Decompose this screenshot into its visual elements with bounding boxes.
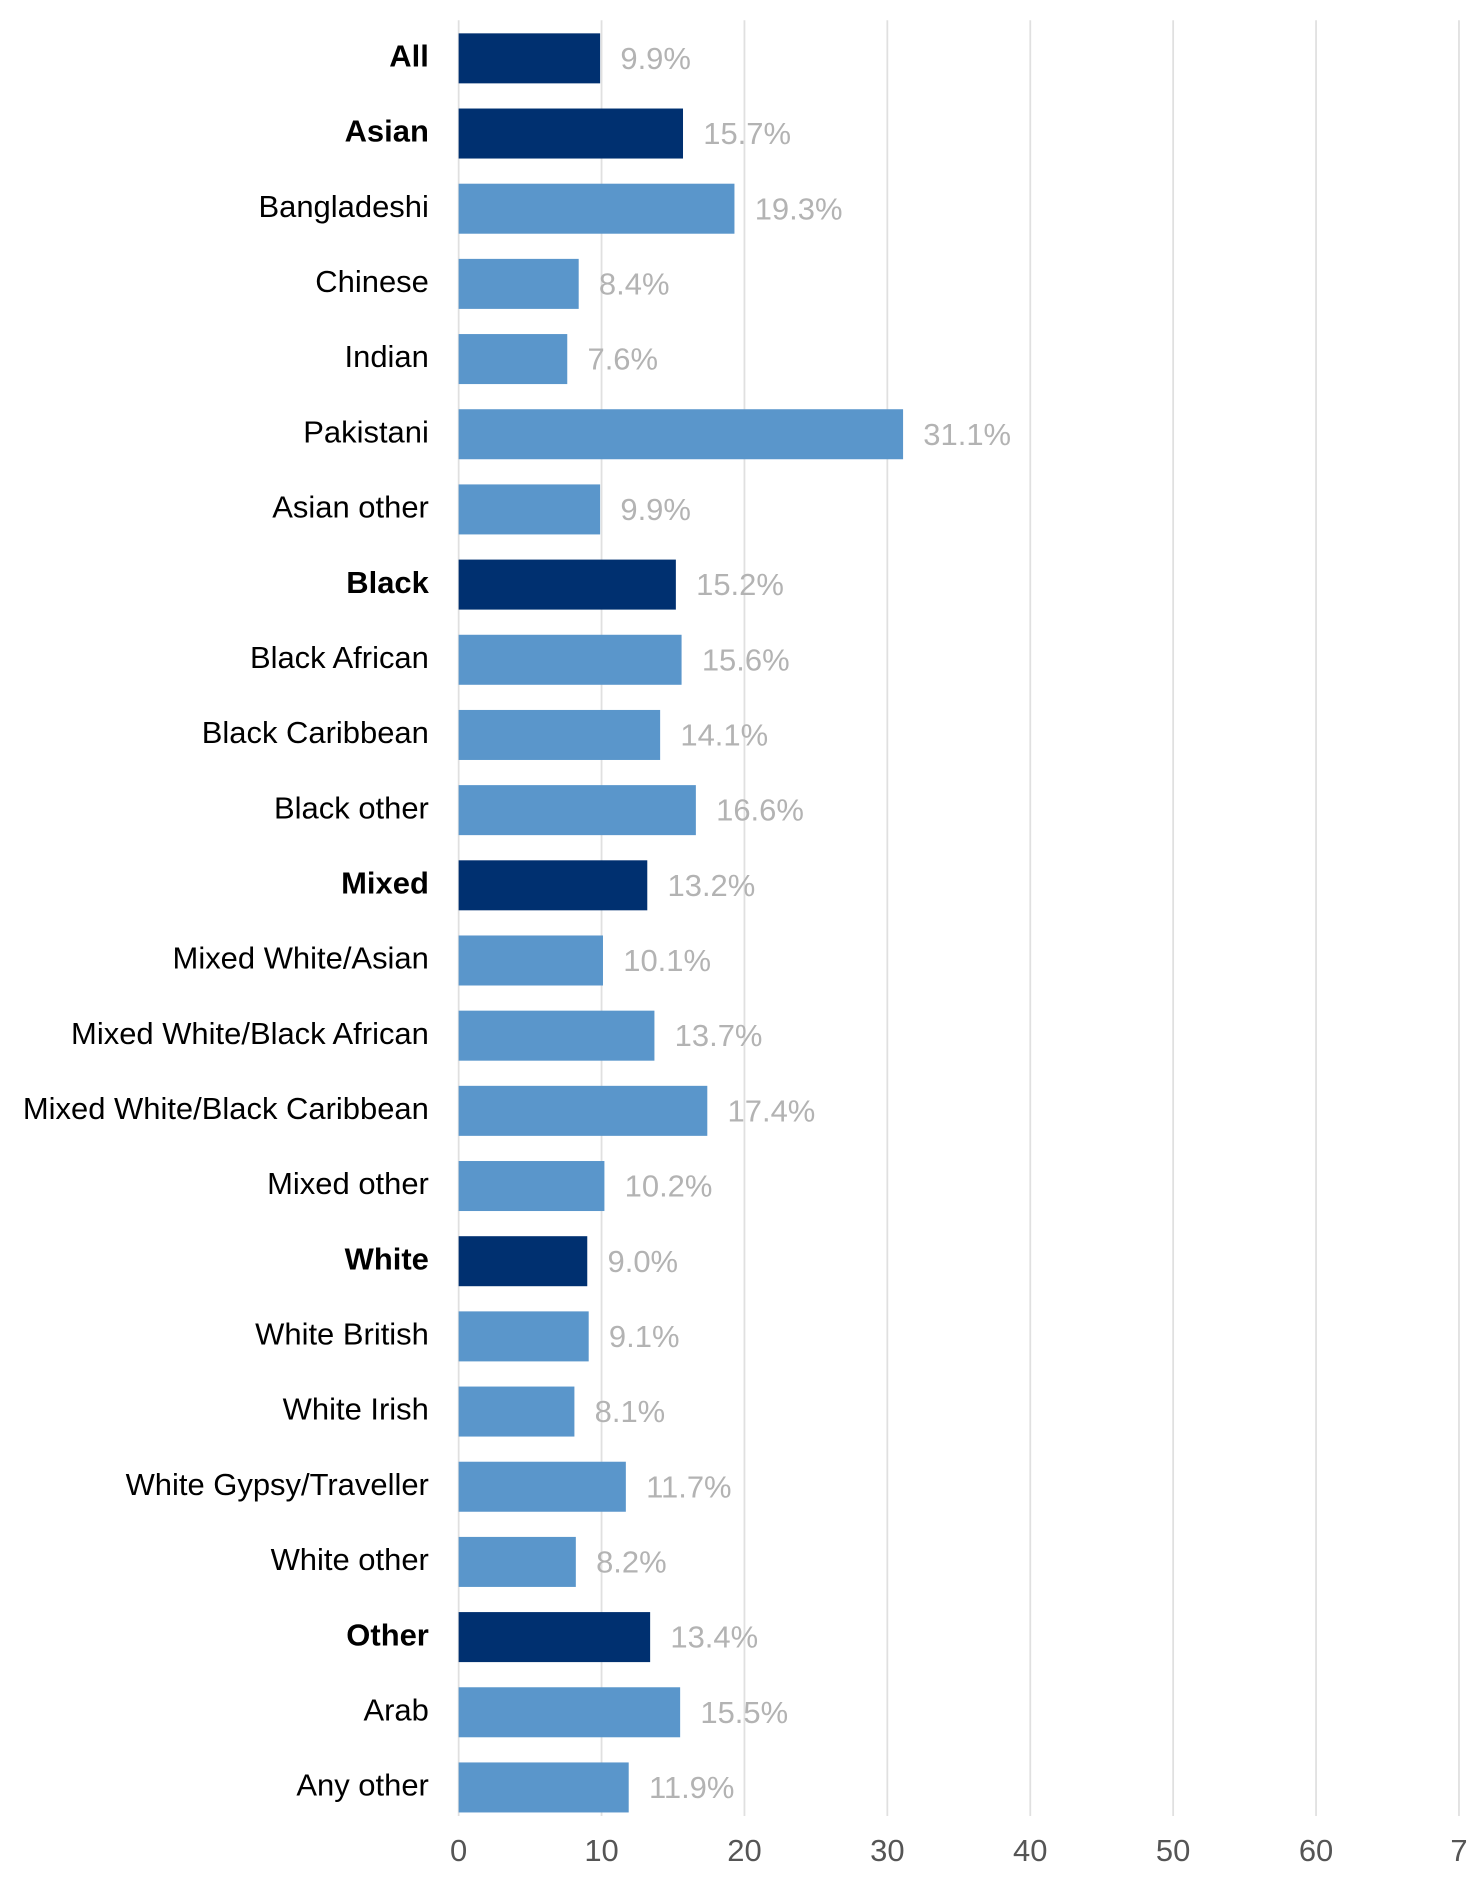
value-label: 13.7% (675, 1018, 763, 1053)
bar (458, 409, 904, 460)
value-label: 8.1% (595, 1394, 666, 1429)
value-label: 10.2% (625, 1169, 713, 1204)
x-tick-label: 50 (1156, 1833, 1190, 1868)
category-label: Bangladeshi (258, 189, 428, 224)
value-label: 7.6% (588, 342, 659, 377)
value-label: 11.7% (646, 1469, 731, 1504)
x-tick-label: 20 (727, 1833, 761, 1868)
category-label: Asian other (272, 490, 429, 525)
bar (458, 1161, 605, 1212)
value-label: 15.6% (702, 642, 790, 677)
category-label: White Gypsy/Traveller (126, 1467, 429, 1502)
category-label: Black (346, 565, 429, 600)
category-label: All (389, 39, 429, 74)
value-label: 17.4% (728, 1093, 816, 1128)
bar (458, 1536, 576, 1587)
value-label: 9.9% (620, 41, 691, 76)
value-label: 9.1% (609, 1319, 680, 1354)
bar (458, 785, 696, 836)
category-label: Black Caribbean (202, 715, 429, 750)
x-tick-label: 7 (1450, 1833, 1467, 1868)
value-label: 15.5% (700, 1695, 788, 1730)
value-label: 31.1% (923, 417, 1011, 452)
value-label: 11.9% (649, 1770, 734, 1805)
x-tick-label: 30 (870, 1833, 904, 1868)
category-label: Arab (363, 1692, 428, 1727)
value-label: 13.2% (668, 868, 756, 903)
category-label: Mixed White/Black African (71, 1016, 429, 1051)
bar (458, 935, 603, 986)
bar (458, 484, 601, 535)
value-label: 9.0% (608, 1244, 679, 1279)
bar (458, 1311, 589, 1362)
category-label: White British (255, 1317, 429, 1352)
bar (458, 1085, 708, 1136)
bar (458, 709, 661, 760)
value-label: 8.4% (599, 266, 670, 301)
x-tick-label: 0 (450, 1833, 467, 1868)
value-label: 16.6% (716, 793, 804, 828)
category-label: Mixed White/Asian (173, 941, 429, 976)
x-tick-label: 60 (1299, 1833, 1333, 1868)
value-label: 10.1% (623, 943, 711, 978)
bar (458, 33, 601, 84)
category-label: White (345, 1241, 429, 1276)
value-label: 19.3% (755, 191, 843, 226)
category-label: Mixed other (267, 1166, 429, 1201)
category-label: Black African (250, 640, 429, 675)
category-label: White Irish (283, 1392, 429, 1427)
value-label: 14.1% (680, 718, 768, 753)
bar (458, 1612, 651, 1663)
category-label: Mixed White/Black Caribbean (23, 1091, 429, 1126)
bar (458, 1236, 588, 1287)
bar (458, 258, 579, 309)
bar (458, 860, 648, 911)
value-label: 9.9% (620, 492, 691, 527)
bar (458, 559, 676, 610)
bar (458, 108, 684, 159)
category-label: Chinese (315, 264, 429, 299)
category-label: Any other (296, 1768, 429, 1803)
category-label: Pakistani (303, 414, 429, 449)
value-label: 8.2% (596, 1544, 667, 1579)
bar (458, 1687, 681, 1738)
x-tick-label: 40 (1013, 1833, 1047, 1868)
bar (458, 634, 682, 685)
bar (458, 183, 735, 234)
category-label: Black other (274, 790, 429, 825)
bar (458, 334, 568, 385)
category-label: Asian (345, 114, 429, 149)
value-label: 15.2% (696, 567, 784, 602)
category-label: Other (346, 1617, 429, 1652)
x-tick-label: 10 (584, 1833, 618, 1868)
bar (458, 1010, 655, 1061)
bar (458, 1461, 626, 1512)
value-label: 13.4% (670, 1620, 758, 1655)
category-label: Indian (345, 339, 429, 374)
value-label: 15.7% (703, 116, 791, 151)
category-label: Mixed (341, 865, 429, 900)
category-label: White other (271, 1542, 429, 1577)
bar (458, 1762, 629, 1813)
bar (458, 1386, 575, 1437)
